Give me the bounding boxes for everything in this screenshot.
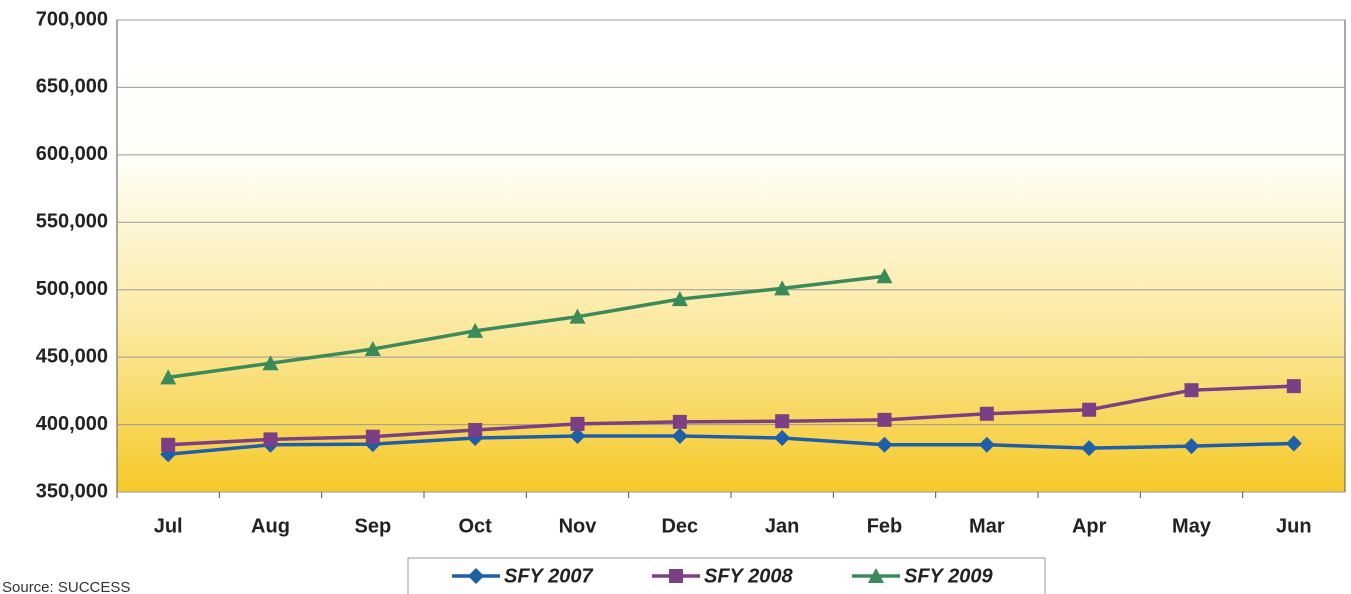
marker [672, 414, 687, 429]
x-tick-label: Jan [765, 515, 799, 537]
y-tick-label: 600,000 [36, 143, 108, 165]
marker [671, 291, 688, 307]
y-tick-label: 550,000 [36, 211, 108, 233]
legend-label: SFY 2009 [904, 565, 993, 587]
x-tick-label: Nov [559, 515, 598, 537]
marker [468, 422, 483, 437]
marker [161, 437, 176, 452]
marker [876, 436, 893, 453]
marker [774, 430, 791, 447]
marker [979, 406, 994, 421]
x-tick-label: Sep [354, 515, 391, 537]
x-tick-label: Aug [251, 515, 290, 537]
marker [868, 568, 884, 583]
legend-box [407, 557, 1046, 594]
y-tick-label: 450,000 [36, 345, 108, 367]
x-tick-label: Feb [867, 515, 903, 537]
x-tick-label: May [1172, 515, 1212, 537]
y-tick-label: 400,000 [36, 413, 108, 435]
marker [263, 432, 278, 447]
y-tick-label: 500,000 [36, 278, 108, 300]
marker [978, 436, 995, 453]
y-tick-label: 700,000 [36, 8, 108, 30]
marker [774, 280, 791, 296]
marker [1082, 402, 1097, 417]
y-tick-label: 650,000 [36, 76, 108, 98]
x-tick-label: Dec [661, 515, 698, 537]
marker [569, 308, 586, 324]
marker [569, 428, 586, 445]
x-tick-label: Apr [1072, 515, 1107, 537]
legend-label: SFY 2008 [704, 565, 793, 587]
series-line [167, 274, 885, 380]
legend-label: SFY 2007 [504, 565, 593, 587]
x-tick-label: Jun [1276, 515, 1312, 537]
marker [1183, 438, 1200, 455]
y-tick-label: 350,000 [36, 480, 108, 502]
marker [468, 568, 484, 584]
marker [671, 428, 688, 445]
marker [160, 369, 177, 385]
series-line [168, 384, 1294, 447]
marker [570, 416, 585, 431]
marker [877, 412, 892, 427]
marker [365, 429, 380, 444]
marker [876, 268, 893, 284]
x-tick-label: Oct [458, 515, 492, 537]
marker [1286, 379, 1301, 394]
source-note: Source: SUCCESS [2, 579, 130, 594]
marker [1285, 435, 1302, 452]
marker [1081, 440, 1098, 457]
marker [467, 322, 484, 338]
marker [775, 414, 790, 429]
plot-area [116, 19, 1346, 493]
x-tick-label: Jul [154, 515, 183, 537]
x-tick-label: Mar [969, 515, 1005, 537]
marker [364, 341, 381, 357]
marker [1184, 383, 1199, 398]
marker [669, 569, 683, 583]
series-line [168, 434, 1294, 456]
marker [262, 355, 279, 371]
